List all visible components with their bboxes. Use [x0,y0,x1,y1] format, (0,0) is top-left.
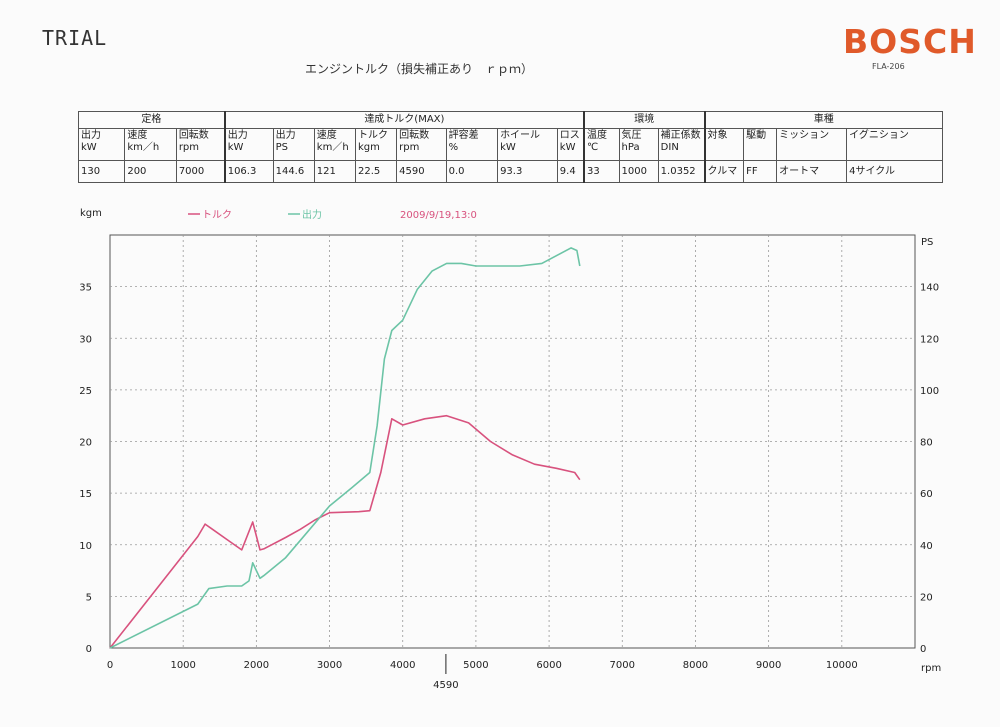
y-left-tick-label: 10 [79,541,92,552]
table-value-cell: クルマ [703,160,745,183]
x-tick-label: 9000 [756,660,781,671]
table-header-cell: 回転数 rpm [175,128,226,162]
table-value-cell: 4サイクル [846,160,943,183]
max-rpm-label: 4590 [433,680,458,691]
table-value-cell: 0.0 [445,160,499,183]
y-left-tick-label: 25 [79,386,92,397]
x-tick-label: 1000 [170,660,195,671]
table-header-cell: 回転数 rpm [396,128,447,162]
table-value-cell: 106.3 [223,160,274,183]
group-max-torque: 達成トルク(MAX) [223,110,585,130]
y-right-tick-label: 20 [920,592,933,603]
y-left-tick-label: 5 [86,592,92,603]
power-line [109,247,581,649]
table-header-row: 出力 kW 速度 km／h 回転数 rpm 出力 kW 出力 PS 速度 km／h トルク kgm 回転数 r… [77,128,943,162]
chart-date: 2009/9/19,13:0 [400,210,477,221]
x-tick-label: 0 [107,660,113,671]
x-tick-label: 4000 [390,660,415,671]
table-value-cell: 93.3 [497,160,558,183]
group-environment: 環境 [583,110,706,130]
x-tick-label: 2000 [244,660,269,671]
y-right-tick-label: 0 [920,644,926,655]
group-vehicle: 車種 [703,110,943,130]
y-left-tick-label: 0 [86,644,92,655]
x-axis-label: rpm [921,663,941,674]
table-header-cell: トルク kgm [354,128,398,162]
y-left-tick-label: 20 [79,438,92,449]
y-left-tick-label: 35 [79,283,92,294]
table-header-cell: 速度 km／h [124,128,177,162]
x-tick-label: 6000 [536,660,561,671]
y-right-tick-label: 80 [920,438,933,449]
brand-logo: BOSCH [843,22,977,61]
y-right-axis-label: PS [921,237,933,248]
y-right-tick-label: 120 [920,334,939,345]
table-value-cell: 200 [124,160,177,183]
x-tick-label: 8000 [683,660,708,671]
table-header-cell: ロス kW [556,128,585,162]
table-header-cell: ミッション [776,128,848,162]
x-tick-label: 3000 [317,660,342,671]
table-group-row: 定格 達成トルク(MAX) 環境 車種 [77,110,943,130]
table-value-cell: オートマ [776,160,848,183]
table-header-cell: 気圧 hPa [618,128,659,162]
y-right-tick-label: 40 [920,541,933,552]
table-header-cell: ホイール kW [497,128,558,162]
chart-grid [109,234,916,649]
legend-label: 出力 [302,208,322,221]
y-left-tick-label: 30 [79,334,92,345]
table-header-cell: 評容差% [445,128,499,162]
table-header-cell: 出力 PS [272,128,315,162]
y-left-axis-label: kgm [80,208,102,219]
trial-label: TRIAL [42,26,108,50]
chart-labels: 0 1000 2000 3000 4000 5000 6000 7000 8000 9000 100… [79,208,941,691]
chart-series [109,247,581,649]
y-right-tick-label: 100 [920,386,939,397]
y-right-tick-label: 140 [920,283,939,294]
x-tick-label: 7000 [610,660,635,671]
table-header-cell: 対象 [703,128,745,162]
torque-line [109,414,581,649]
x-tick-label: 5000 [463,660,488,671]
y-left-tick-label: 15 [79,489,92,500]
y-right-tick-label: 60 [920,489,933,500]
table-value-cell: 121 [313,160,356,183]
report-title: エンジントルク（損失補正あり ｒｐｍ） [305,62,534,76]
table-header-cell: イグニション [846,128,943,162]
table-header-cell: 駆動 [743,128,778,162]
x-tick-label: 10000 [826,660,858,671]
table-header-cell: 出力 kW [223,128,274,162]
table-header-cell: 補正係数 DIN [657,128,706,162]
legend-label: トルク [202,209,232,221]
model-number: FLA-206 [872,62,905,71]
spec-table: 定格 達成トルク(MAX) 環境 車種 出力 kW 速度 km／h 回転数 rpm 出力 kW… [77,110,943,183]
table-value-row: 130 200 7000 106.3 144.6 121 22.5 4590 0.0 93.3 9.… [77,160,943,183]
